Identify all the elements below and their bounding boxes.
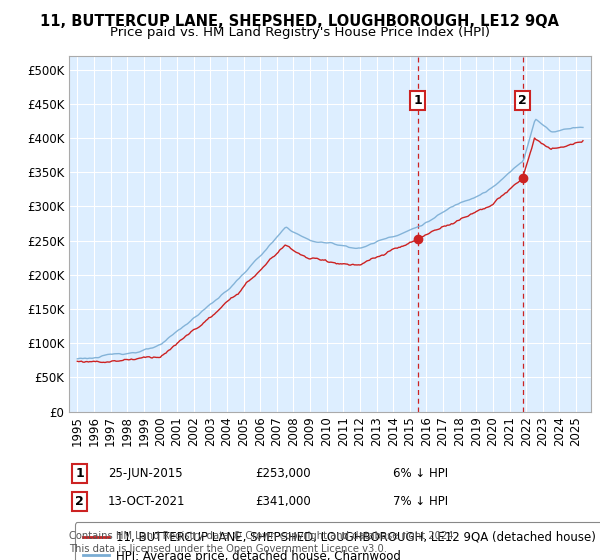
Text: 7% ↓ HPI: 7% ↓ HPI (393, 494, 448, 508)
Text: This data is licensed under the Open Government Licence v3.0.: This data is licensed under the Open Gov… (69, 544, 387, 554)
Text: 1: 1 (76, 466, 84, 480)
Text: 25-JUN-2015: 25-JUN-2015 (108, 466, 182, 480)
Text: £253,000: £253,000 (255, 466, 311, 480)
Text: £341,000: £341,000 (255, 494, 311, 508)
Text: 6% ↓ HPI: 6% ↓ HPI (393, 466, 448, 480)
Text: 2: 2 (76, 494, 84, 508)
Text: 13-OCT-2021: 13-OCT-2021 (108, 494, 185, 508)
Text: Contains HM Land Registry data © Crown copyright and database right 2024.: Contains HM Land Registry data © Crown c… (69, 531, 457, 541)
Text: Price paid vs. HM Land Registry's House Price Index (HPI): Price paid vs. HM Land Registry's House … (110, 26, 490, 39)
Legend: 11, BUTTERCUP LANE, SHEPSHED, LOUGHBOROUGH, LE12 9QA (detached house), HPI: Aver: 11, BUTTERCUP LANE, SHEPSHED, LOUGHBOROU… (75, 522, 600, 560)
Text: 2: 2 (518, 94, 527, 107)
Text: 1: 1 (413, 94, 422, 107)
Text: 11, BUTTERCUP LANE, SHEPSHED, LOUGHBOROUGH, LE12 9QA: 11, BUTTERCUP LANE, SHEPSHED, LOUGHBOROU… (41, 14, 560, 29)
